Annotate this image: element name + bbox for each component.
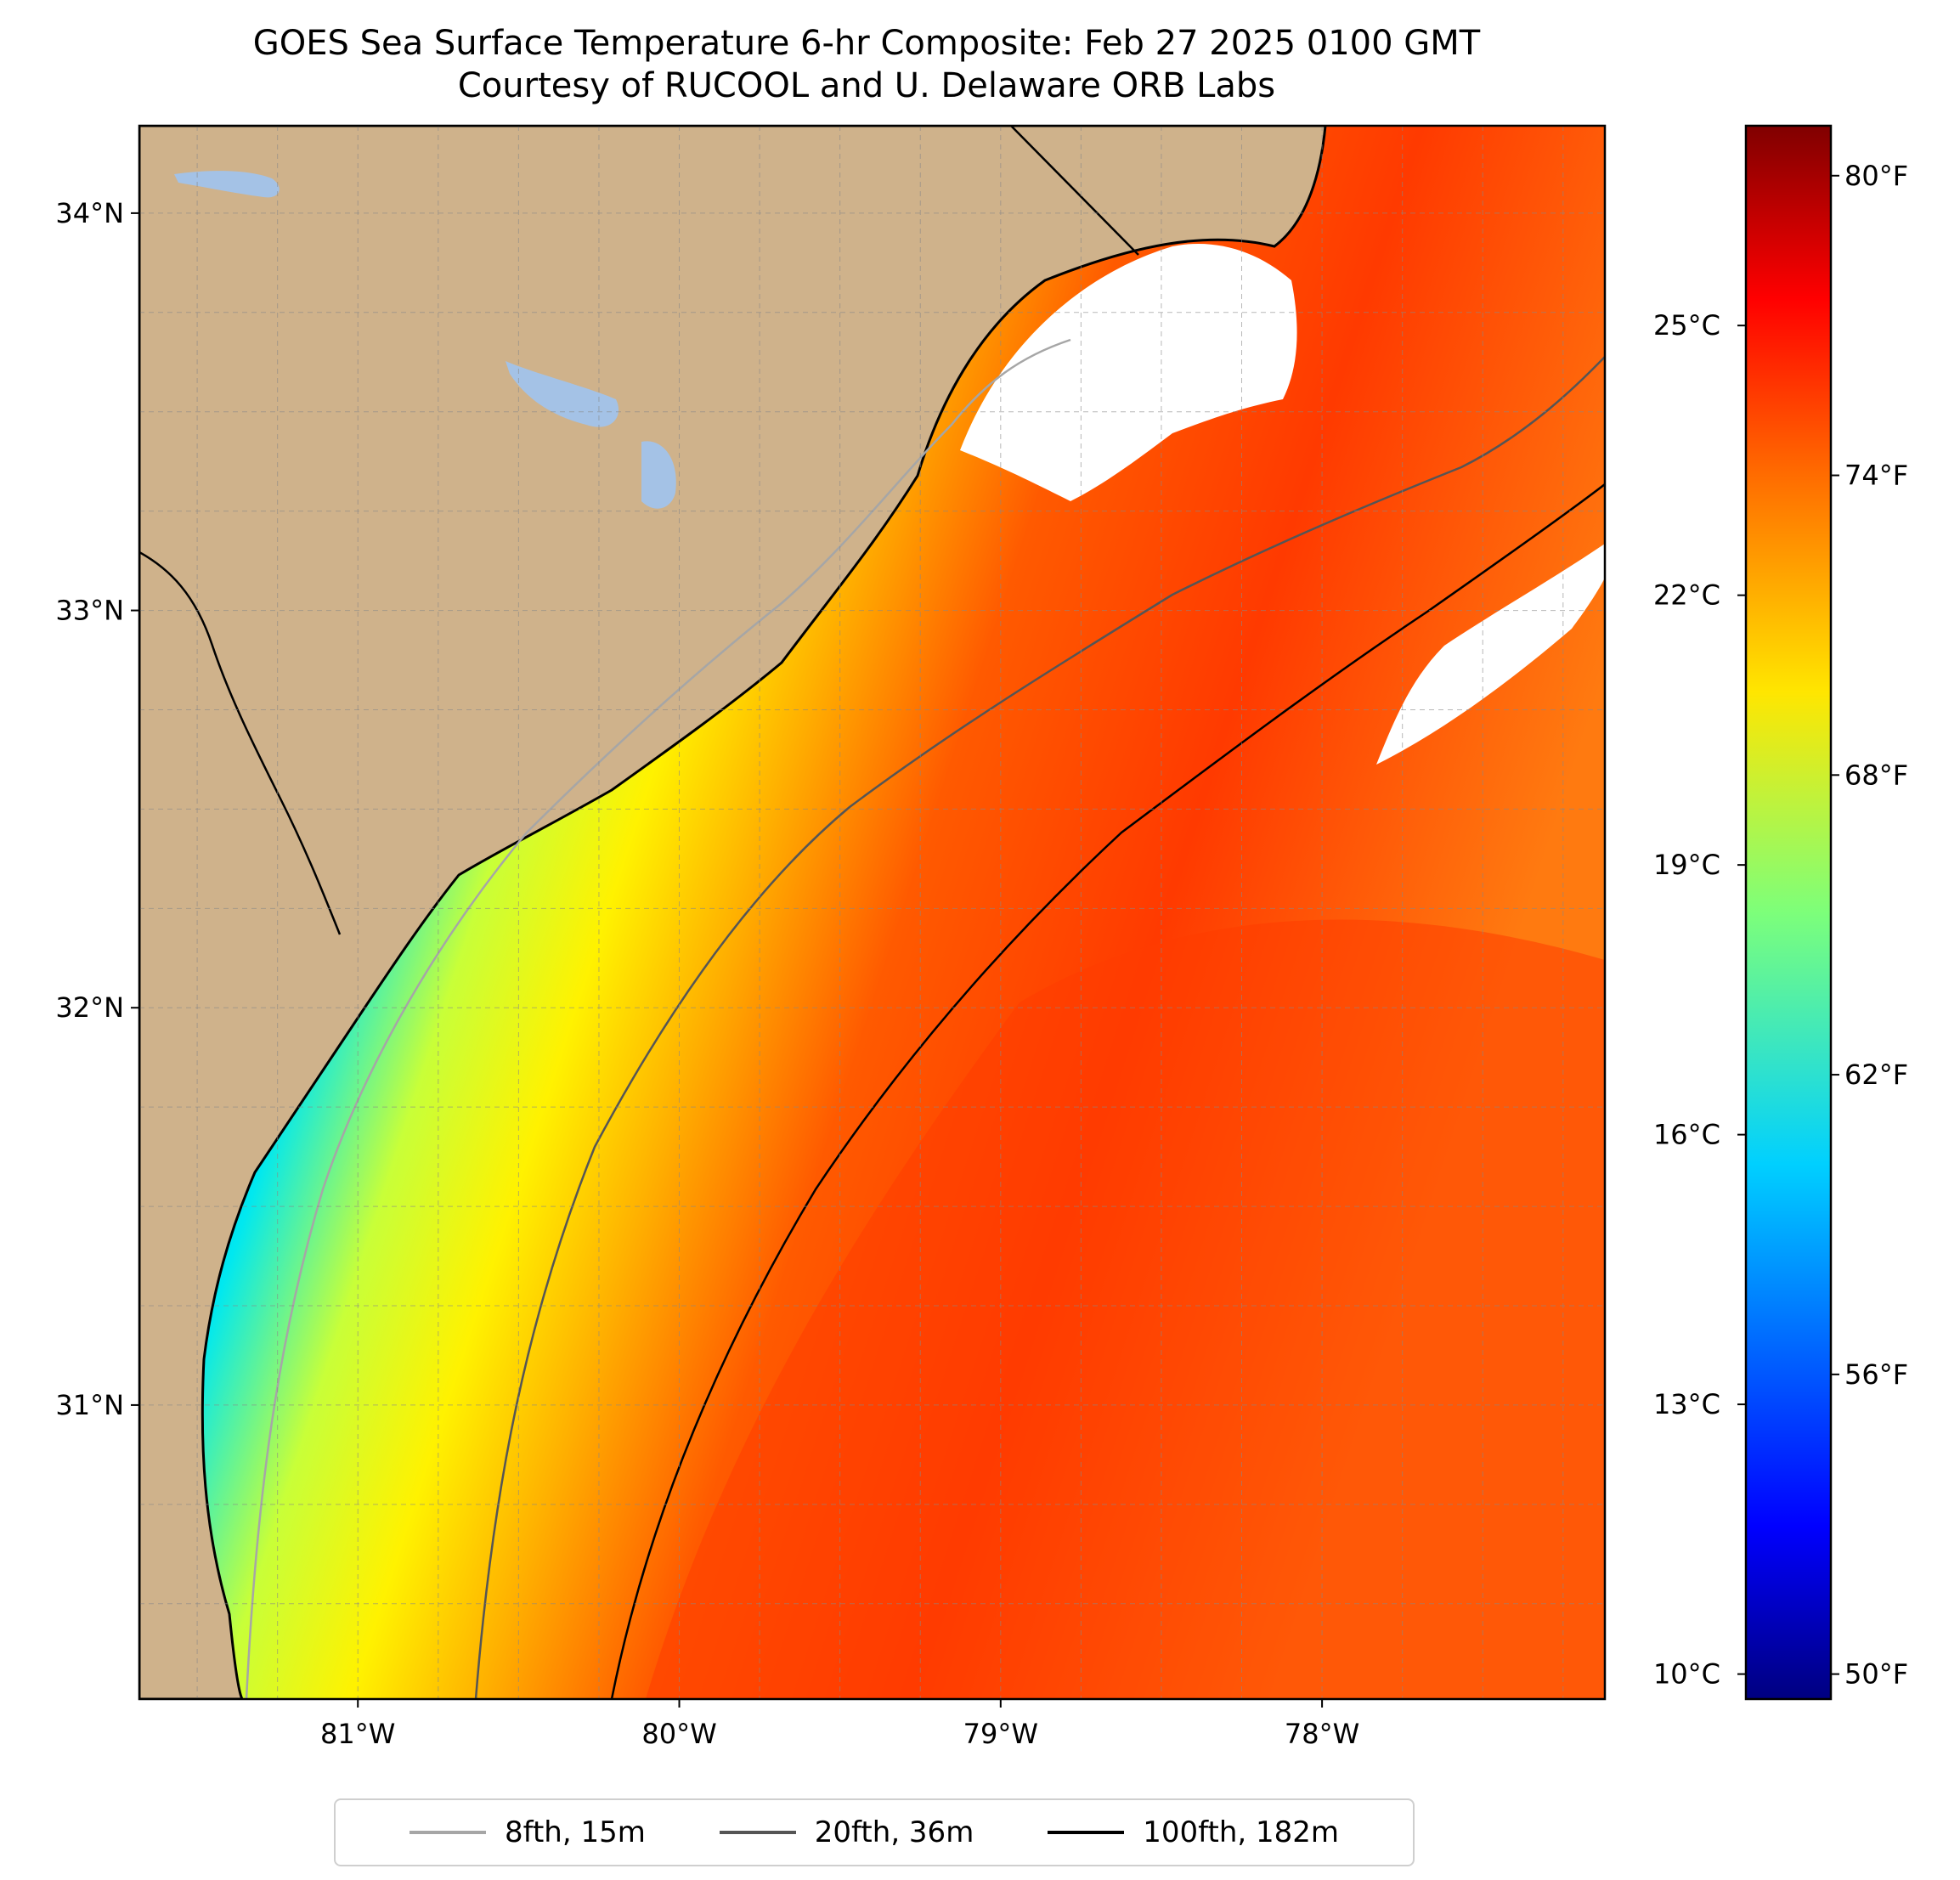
fahrenheit-tick-label: 68°F	[1844, 759, 1908, 791]
lon-tick-label: 79°W	[963, 1718, 1038, 1750]
celsius-tick-label: 22°C	[1653, 579, 1720, 612]
contour-100fth	[610, 483, 1605, 1699]
river-boundary	[139, 550, 342, 935]
legend-label-100fth: 100fth, 182m	[1143, 1815, 1340, 1849]
legend-label-20fth: 20fth, 36m	[814, 1815, 974, 1849]
legend-line-100fth	[1048, 1831, 1125, 1834]
legend-item-20fth: 20fth, 36m	[719, 1815, 974, 1849]
legend-item-8fth: 8fth, 15m	[409, 1815, 646, 1849]
colorbar-fahrenheit-ticks: 80°F 74°F 68°F 62°F 56°F 50°F	[1831, 160, 1908, 1691]
colorbar	[1744, 124, 1833, 1701]
celsius-tick-label: 19°C	[1653, 849, 1720, 881]
contour-legend: 8fth, 15m 20fth, 36m 100fth, 182m	[334, 1798, 1415, 1866]
no-data-area-north	[960, 243, 1297, 501]
lat-tick-label: 31°N	[55, 1389, 124, 1421]
legend-line-8fth	[409, 1831, 486, 1834]
lat-tick-label: 32°N	[55, 991, 124, 1024]
state-border	[1010, 126, 1139, 256]
land-mass	[139, 126, 1327, 1699]
fahrenheit-tick-label: 62°F	[1844, 1059, 1908, 1091]
contour-20fth	[474, 356, 1605, 1699]
legend-label-8fth: 8fth, 15m	[504, 1815, 646, 1849]
longitude-ticks: 81°W 80°W 79°W 78°W	[320, 1699, 1359, 1750]
lon-tick-label: 80°W	[641, 1718, 716, 1750]
latitude-ticks: 34°N 33°N 32°N 31°N	[55, 197, 139, 1421]
fahrenheit-tick-label: 50°F	[1844, 1658, 1908, 1691]
celsius-tick-label: 13°C	[1653, 1388, 1720, 1420]
contour-8fth	[245, 338, 1071, 1699]
fahrenheit-tick-label: 56°F	[1844, 1358, 1908, 1391]
lon-tick-label: 78°W	[1285, 1718, 1359, 1750]
lake-moultrie	[506, 361, 619, 427]
legend-line-20fth	[719, 1831, 796, 1834]
map-title: GOES Sea Surface Temperature 6-hr Compos…	[0, 22, 1733, 107]
fahrenheit-tick-label: 74°F	[1844, 460, 1908, 492]
legend-item-100fth: 100fth, 182m	[1048, 1815, 1339, 1849]
fahrenheit-tick-label: 80°F	[1844, 160, 1908, 192]
lake-reservoir	[641, 441, 676, 509]
celsius-tick-label: 25°C	[1653, 309, 1720, 342]
lat-tick-label: 33°N	[55, 595, 124, 627]
colorbar-celsius-ticks: 25°C 22°C 19°C 16°C 13°C 10°C	[1653, 309, 1746, 1691]
map-frame	[138, 124, 1607, 1701]
lake-marion	[174, 171, 280, 198]
lon-tick-label: 81°W	[320, 1718, 395, 1750]
title-line-1: GOES Sea Surface Temperature 6-hr Compos…	[252, 24, 1481, 63]
title-line-2: Courtesy of RUCOOL and U. Delaware ORB L…	[457, 66, 1276, 105]
lat-tick-label: 34°N	[55, 197, 124, 229]
celsius-tick-label: 16°C	[1653, 1119, 1720, 1151]
map-gridlines	[139, 126, 1605, 1699]
celsius-tick-label: 10°C	[1653, 1658, 1720, 1691]
